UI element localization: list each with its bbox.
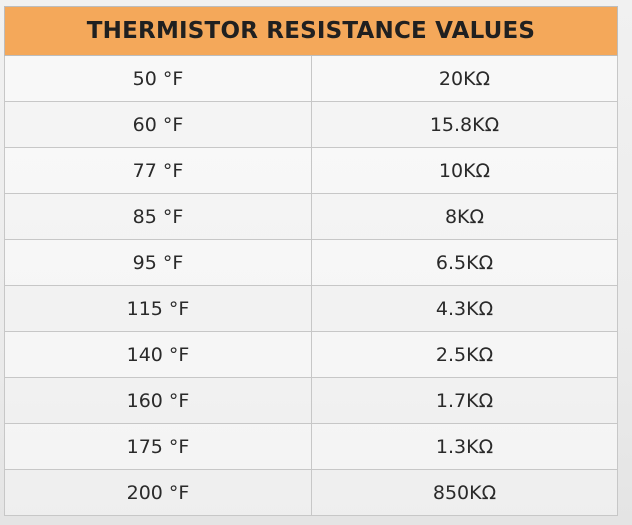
resistance-cell: 1.3KΩ — [311, 423, 618, 470]
table-row: 115 °F 4.3KΩ — [4, 285, 618, 332]
temperature-cell: 200 °F — [4, 469, 312, 516]
resistance-cell: 4.3KΩ — [311, 285, 618, 332]
table-row: 60 °F 15.8KΩ — [4, 101, 618, 148]
table-row: 77 °F 10KΩ — [4, 147, 618, 194]
resistance-cell: 2.5KΩ — [311, 331, 618, 378]
resistance-cell: 20KΩ — [311, 55, 618, 102]
table-row: 140 °F 2.5KΩ — [4, 331, 618, 378]
table-row: 175 °F 1.3KΩ — [4, 423, 618, 470]
temperature-cell: 95 °F — [4, 239, 312, 286]
table-row: 95 °F 6.5KΩ — [4, 239, 618, 286]
resistance-cell: 10KΩ — [311, 147, 618, 194]
table-title: THERMISTOR RESISTANCE VALUES — [4, 6, 618, 56]
temperature-cell: 140 °F — [4, 331, 312, 378]
table-header-row: THERMISTOR RESISTANCE VALUES — [4, 6, 618, 56]
resistance-cell: 850KΩ — [311, 469, 618, 516]
temperature-cell: 77 °F — [4, 147, 312, 194]
resistance-cell: 15.8KΩ — [311, 101, 618, 148]
table-row: 50 °F 20KΩ — [4, 55, 618, 102]
table-row: 200 °F 850KΩ — [4, 469, 618, 516]
table-row: 85 °F 8KΩ — [4, 193, 618, 240]
thermistor-table: THERMISTOR RESISTANCE VALUES 50 °F 20KΩ … — [4, 6, 618, 516]
temperature-cell: 50 °F — [4, 55, 312, 102]
resistance-cell: 8KΩ — [311, 193, 618, 240]
temperature-cell: 85 °F — [4, 193, 312, 240]
temperature-cell: 115 °F — [4, 285, 312, 332]
temperature-cell: 175 °F — [4, 423, 312, 470]
table-row: 160 °F 1.7KΩ — [4, 377, 618, 424]
resistance-cell: 6.5KΩ — [311, 239, 618, 286]
temperature-cell: 60 °F — [4, 101, 312, 148]
temperature-cell: 160 °F — [4, 377, 312, 424]
resistance-cell: 1.7KΩ — [311, 377, 618, 424]
